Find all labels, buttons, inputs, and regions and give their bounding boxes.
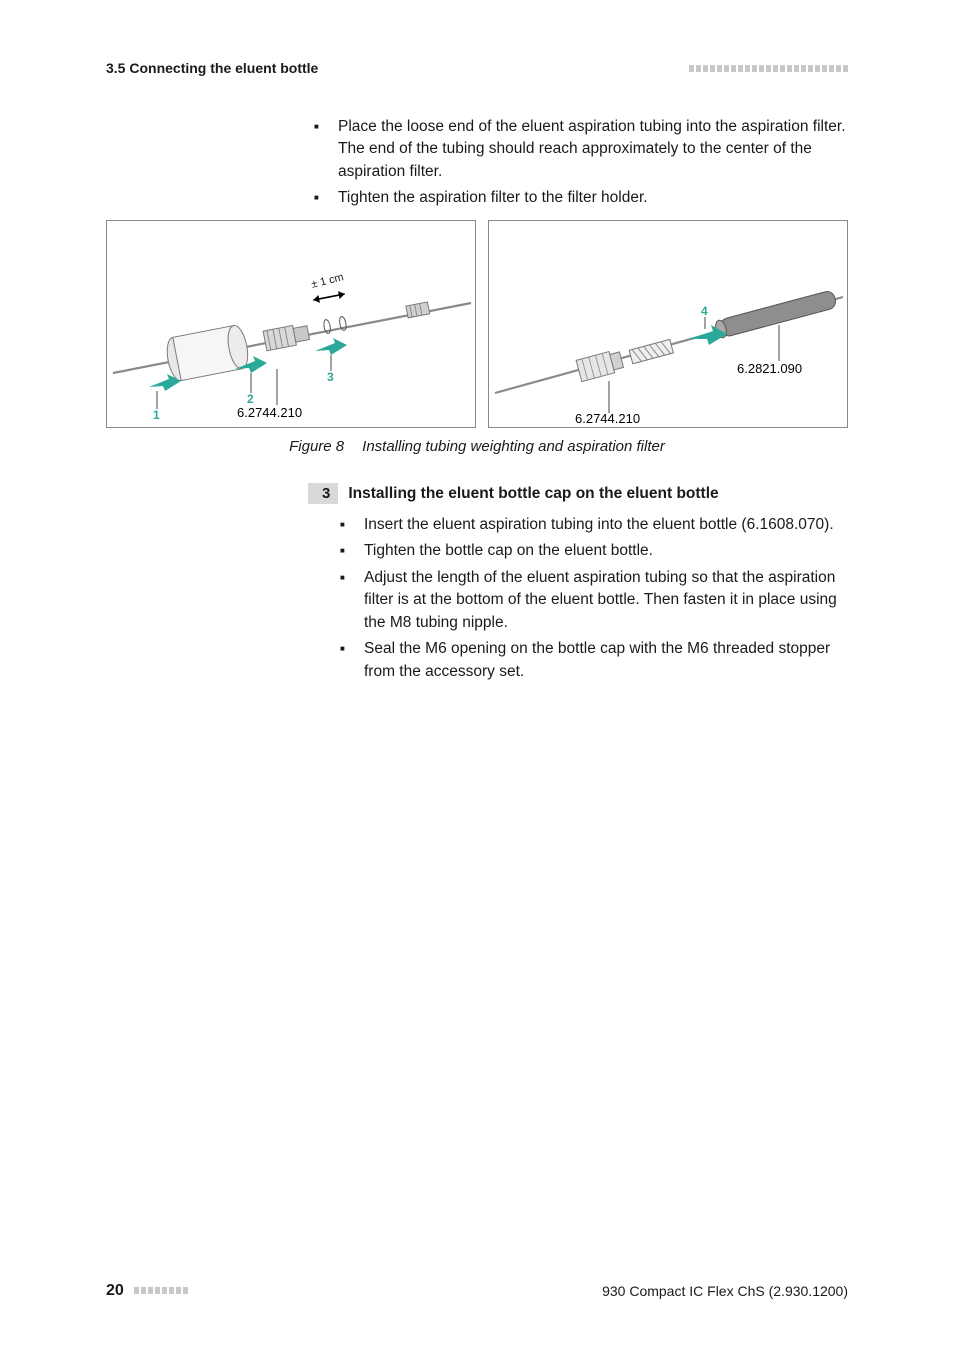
step-number-badge: 3 xyxy=(308,483,338,504)
figure-right-panel: 4 6.2821.090 6.2744.210 xyxy=(488,220,848,428)
page-number: 20 xyxy=(106,1282,124,1299)
document-id: 930 Compact IC Flex ChS (2.930.1200) xyxy=(602,1283,848,1299)
bullet-text: Seal the M6 opening on the bottle cap wi… xyxy=(364,640,830,679)
list-item: Place the loose end of the eluent aspira… xyxy=(314,116,848,183)
list-item: Adjust the length of the eluent aspirati… xyxy=(340,567,848,634)
tubing-weighting-diagram: 4 xyxy=(489,221,849,429)
figure-left-panel: 1 2 3 ± 1 cm 6.2744.210 xyxy=(106,220,476,428)
part-number-label: 6.2744.210 xyxy=(237,405,302,420)
section-header: 3.5 Connecting the eluent bottle xyxy=(106,60,318,76)
step-heading: 3 Installing the eluent bottle cap on th… xyxy=(314,483,848,504)
figure-caption: Figure 8 Installing tubing weighting and … xyxy=(106,438,848,455)
part-number-label: 6.2744.210 xyxy=(575,411,640,426)
bullet-text: Adjust the length of the eluent aspirati… xyxy=(364,569,837,631)
marker-2: 2 xyxy=(247,392,254,406)
header-deco-bars xyxy=(689,65,848,72)
list-item: Seal the M6 opening on the bottle cap wi… xyxy=(340,638,848,683)
figure-caption-text: Installing tubing weighting and aspirati… xyxy=(362,438,665,455)
bullet-subtext: The end of the tubing should reach appro… xyxy=(338,138,848,183)
list-item: Insert the eluent aspiration tubing into… xyxy=(340,514,848,536)
page-footer: 20 930 Compact IC Flex ChS (2.930.1200) xyxy=(106,1282,848,1300)
footer-deco-bars xyxy=(134,1287,188,1294)
step-title: Installing the eluent bottle cap on the … xyxy=(348,485,718,503)
figure-number: Figure 8 xyxy=(289,438,344,455)
figure-8: 1 2 3 ± 1 cm 6.2744.210 xyxy=(106,220,848,455)
list-item: Tighten the bottle cap on the eluent bot… xyxy=(340,540,848,562)
marker-1: 1 xyxy=(153,408,160,422)
bullet-text: Tighten the bottle cap on the eluent bot… xyxy=(364,542,653,559)
step-bullet-list: Insert the eluent aspiration tubing into… xyxy=(340,514,848,683)
filter-assembly-diagram: 1 2 3 xyxy=(107,221,477,429)
part-number-label: 6.2821.090 xyxy=(737,361,802,376)
list-item: Tighten the aspiration filter to the fil… xyxy=(314,187,848,209)
bullet-text: Tighten the aspiration filter to the fil… xyxy=(338,189,648,206)
bullet-text: Place the loose end of the eluent aspira… xyxy=(338,118,846,135)
bullet-text: Insert the eluent aspiration tubing into… xyxy=(364,516,834,533)
top-bullet-list: Place the loose end of the eluent aspira… xyxy=(314,116,848,210)
marker-4: 4 xyxy=(701,304,708,318)
marker-3: 3 xyxy=(327,370,334,384)
